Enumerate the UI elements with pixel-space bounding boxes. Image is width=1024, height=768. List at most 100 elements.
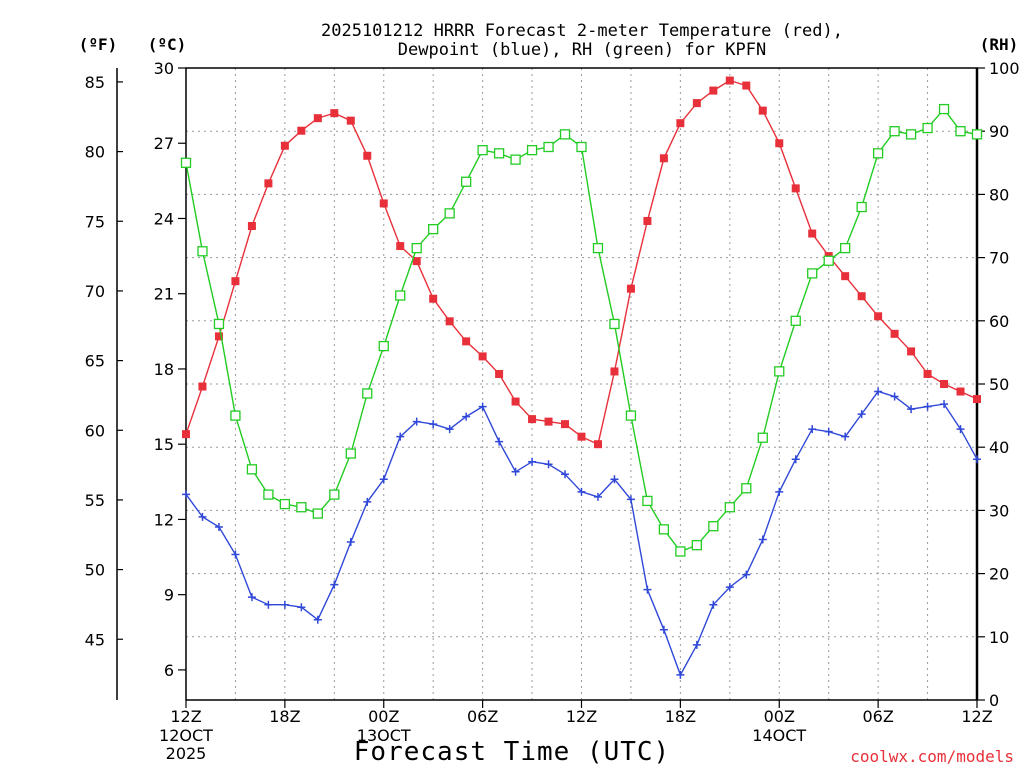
dewpoint-point bbox=[429, 420, 438, 429]
temperature-point bbox=[758, 106, 767, 115]
temperature-point bbox=[692, 99, 701, 108]
temperature-point bbox=[709, 86, 718, 95]
rh-point bbox=[757, 432, 768, 443]
rh-point bbox=[329, 489, 340, 500]
rh-point bbox=[263, 489, 274, 500]
dewpoint-point bbox=[511, 467, 520, 476]
dewpoint-point bbox=[561, 470, 570, 479]
rh-point bbox=[180, 157, 192, 168]
grid-layer bbox=[186, 68, 977, 700]
temperature-point bbox=[198, 382, 207, 391]
x-year-label: 2025 bbox=[166, 744, 207, 763]
chart-title-line2: Dewpoint (blue), RH (green) for KPFN bbox=[398, 40, 766, 60]
rh-tick-label: 50 bbox=[989, 375, 1009, 394]
temperature-point bbox=[775, 139, 784, 148]
rh-point bbox=[889, 126, 900, 137]
fahrenheit-tick-label: 75 bbox=[85, 212, 105, 231]
x-date-label: 12OCT bbox=[159, 726, 213, 745]
rh-tick-label: 0 bbox=[989, 691, 999, 710]
x-tick-label: 12Z bbox=[961, 707, 992, 726]
rh-tick-label: 100 bbox=[989, 59, 1020, 78]
x-tick-label: 06Z bbox=[467, 707, 498, 726]
rh-point bbox=[675, 546, 686, 557]
rh-point bbox=[708, 521, 719, 532]
rh-point bbox=[807, 268, 818, 279]
rh-point bbox=[246, 464, 258, 475]
dewpoint-point bbox=[956, 425, 965, 434]
x-tick-label: 18Z bbox=[269, 707, 300, 726]
rh-series-line bbox=[185, 107, 978, 553]
rh-point bbox=[230, 410, 241, 421]
rh-point bbox=[213, 318, 225, 330]
rh-point bbox=[378, 340, 389, 352]
rh-point bbox=[938, 103, 950, 115]
dewpoint-point bbox=[313, 615, 322, 624]
dewpoint-point bbox=[264, 600, 273, 609]
dewpoint-point bbox=[478, 402, 487, 411]
dewpoint-point bbox=[824, 427, 833, 436]
dewpoint-point bbox=[593, 492, 602, 501]
temperature-point bbox=[659, 154, 668, 163]
temperature-point bbox=[247, 222, 256, 230]
rh-point bbox=[576, 141, 587, 153]
x-tick-label: 06Z bbox=[862, 707, 893, 726]
temperature-point bbox=[214, 332, 223, 341]
rh-point bbox=[493, 148, 505, 159]
temperature-point bbox=[742, 81, 751, 90]
dewpoint-point bbox=[445, 425, 454, 434]
rh-point bbox=[345, 448, 356, 459]
x-date-label: 13OCT bbox=[357, 726, 411, 745]
rh-point bbox=[774, 366, 785, 377]
celsius-tick-label: 15 bbox=[154, 435, 174, 454]
celsius-tick-label: 6 bbox=[164, 661, 174, 680]
dewpoint-point bbox=[709, 600, 718, 609]
temperature-point bbox=[857, 292, 866, 301]
rh-tick-label: 30 bbox=[989, 501, 1009, 520]
celsius-tick-label: 24 bbox=[154, 209, 174, 228]
rh-point bbox=[477, 145, 488, 156]
rh-point bbox=[790, 315, 801, 326]
rh-unit-label: (RH) bbox=[980, 35, 1019, 54]
rh-point bbox=[971, 129, 983, 140]
dewpoint-point bbox=[775, 487, 784, 496]
credit-label: coolwx.com/models bbox=[850, 747, 1014, 766]
dewpoint-point bbox=[907, 405, 916, 414]
fahrenheit-unit-label: (ºF) bbox=[79, 35, 118, 54]
rh-point bbox=[724, 502, 735, 513]
temperature-point bbox=[313, 114, 322, 123]
temperature-point bbox=[445, 317, 454, 326]
rh-tick-label: 10 bbox=[989, 628, 1009, 647]
temperature-point bbox=[330, 109, 339, 118]
dewpoint-point bbox=[874, 387, 883, 396]
fahrenheit-tick-label: 50 bbox=[85, 561, 105, 580]
rh-point bbox=[279, 498, 291, 510]
temperature-point bbox=[511, 397, 520, 406]
temperature-point bbox=[923, 369, 932, 378]
temperature-point bbox=[412, 257, 421, 266]
chart-title-line1: 2025101212 HRRR Forecast 2-meter Tempera… bbox=[321, 21, 843, 41]
temperature-point bbox=[593, 440, 602, 449]
rh-point bbox=[444, 208, 455, 219]
temperature-point bbox=[231, 277, 240, 286]
dewpoint-point bbox=[297, 603, 306, 612]
series-layer bbox=[180, 76, 983, 679]
rh-point bbox=[428, 224, 439, 235]
dewpoint-point bbox=[973, 455, 981, 464]
dewpoint-point bbox=[346, 538, 355, 546]
x-date-label: 14OCT bbox=[752, 726, 806, 745]
rh-point bbox=[609, 318, 620, 330]
rh-point bbox=[460, 176, 472, 187]
rh-tick-label: 60 bbox=[989, 312, 1009, 331]
rh-point bbox=[395, 290, 406, 301]
celsius-tick-label: 12 bbox=[154, 510, 174, 529]
temperature-point bbox=[791, 184, 800, 193]
x-tick-label: 00Z bbox=[764, 707, 795, 726]
temperature-point bbox=[643, 216, 652, 225]
dewpoint-point bbox=[182, 490, 190, 499]
temperature-point bbox=[907, 347, 916, 356]
temperature-point bbox=[973, 395, 981, 404]
dewpoint-point bbox=[791, 455, 800, 464]
dewpoint-point bbox=[626, 495, 635, 504]
dewpoint-point bbox=[890, 392, 899, 401]
